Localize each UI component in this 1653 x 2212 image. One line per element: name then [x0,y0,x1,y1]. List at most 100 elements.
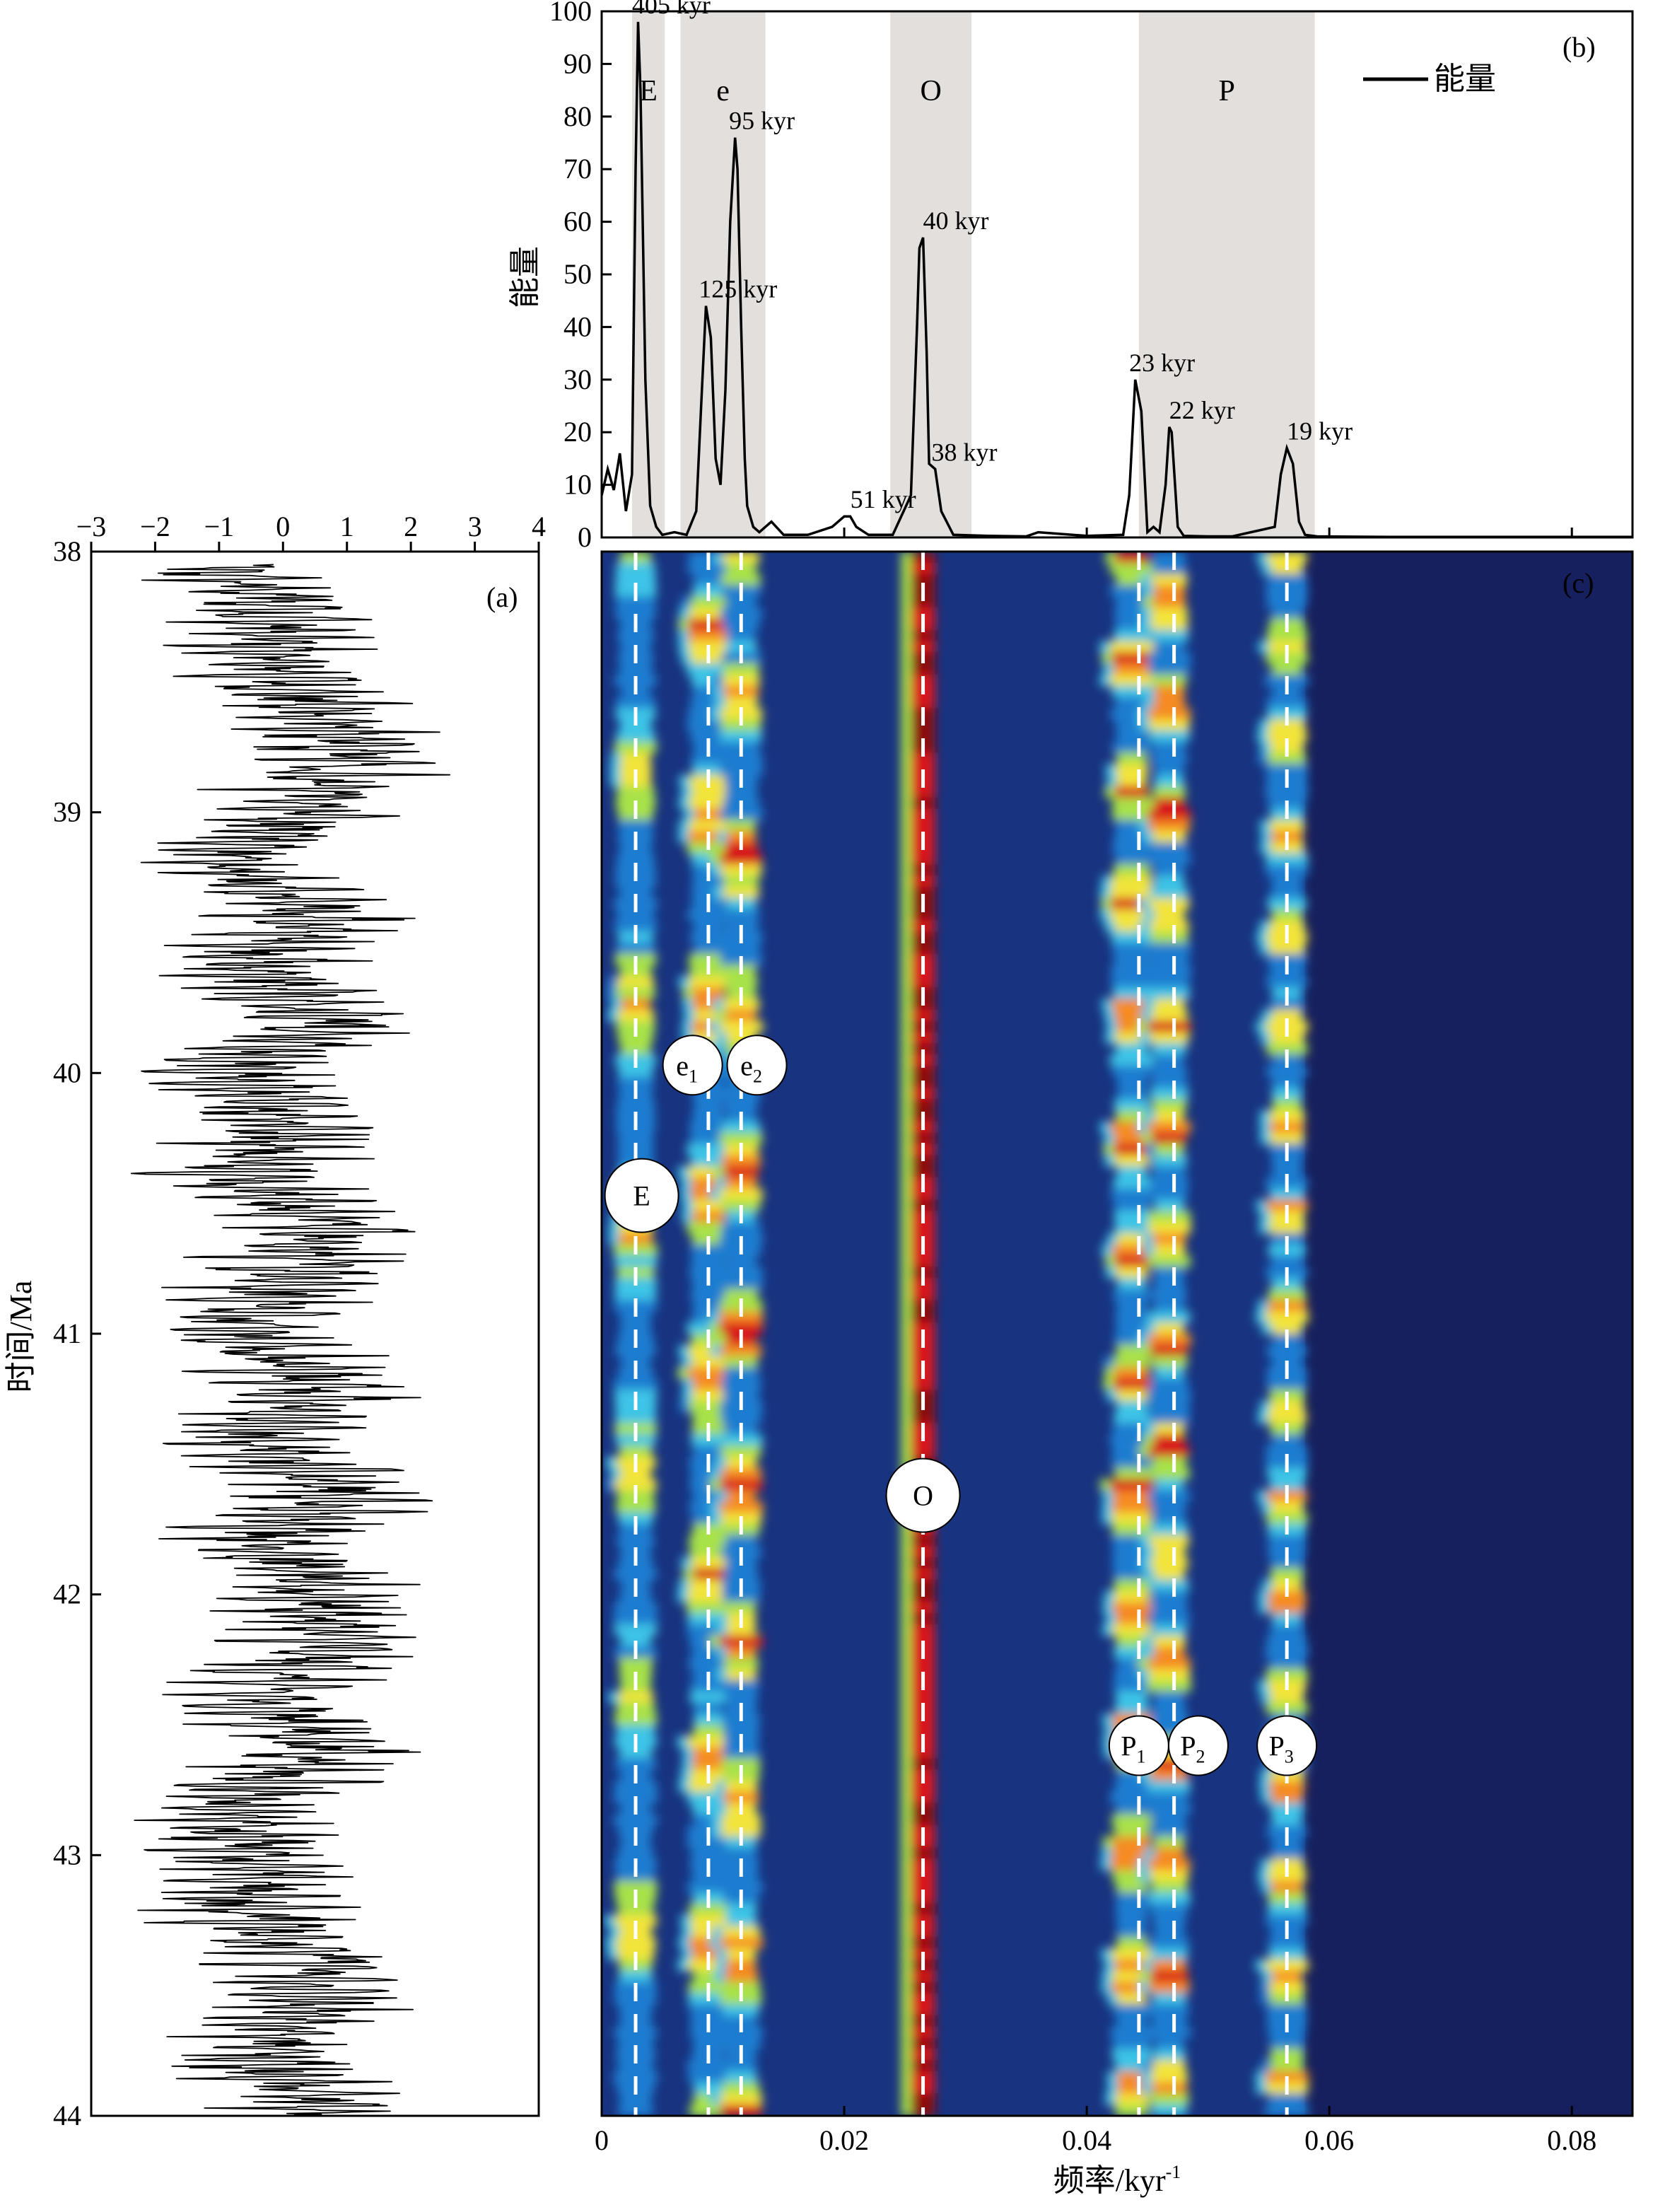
heatmap-cell [901,1088,911,1100]
c-xtick-label: 0.02 [819,2124,869,2156]
heatmap-cell [1258,1602,1269,1614]
heatmap-cell [1104,1032,1115,1044]
heatmap-cell [911,1311,935,1324]
heatmap-cell [1150,920,1189,933]
heatmap-cell [1151,1590,1188,1603]
panel-c-x-ticks: 0 0.02 0.04 0.06 0.08 [595,2106,1596,2156]
heatmap-cell [604,1479,615,1491]
heatmap-cell [901,585,911,598]
heatmap-cell [1152,1501,1186,1513]
heatmap-cell [619,663,653,675]
x-axis-title-main: 频率/kyr [1053,2163,1166,2198]
heatmap-cell [1271,1568,1304,1581]
heatmap-cell [677,1166,688,1178]
heatmap-cell [901,1914,911,1927]
heatmap-cell [1147,1211,1191,1223]
heatmap-cell [901,708,911,720]
heatmap-cell [1111,965,1152,977]
heatmap-cell [901,1959,911,1972]
heatmap-cell [1106,1020,1117,1033]
heatmap-cell [619,2004,653,2016]
heatmap-cell [1111,931,1152,943]
heatmap-cell [1270,1188,1304,1201]
heatmap-cell [1268,1602,1305,1614]
circle-label-subscript: 1 [689,1066,698,1086]
panel-a-x-ticks: −3 −2 −1 0 1 2 3 4 [76,511,546,552]
heatmap-cell [1111,1948,1152,1960]
heatmap-cell [1152,1166,1186,1178]
heatmap-cell [619,887,653,899]
heatmap-cell [1153,552,1186,564]
heatmap-cell [1105,1613,1116,1625]
heatmap-cell [901,1747,911,1759]
heatmap-cell [1116,596,1147,608]
heatmap-cell [691,752,725,765]
heatmap-cell [1149,2093,1189,2106]
heatmap-cell [901,1981,911,1994]
heatmap-cell [1142,1959,1152,1972]
heatmap-cell [901,864,911,877]
heatmap-cell [715,842,725,854]
heatmap-cell [901,1993,911,2005]
heatmap-cell [901,618,911,631]
heatmap-cell [1147,808,1191,821]
heatmap-cell [1138,1669,1149,1681]
heatmap-cell [614,1479,657,1491]
heatmap-cell [1255,1311,1266,1324]
heatmap-cell [1102,1602,1113,1614]
heatmap-cell [1102,1244,1112,1257]
heatmap-cell [1099,887,1110,899]
heatmap-cell [691,596,726,608]
heatmap-cell [680,1914,691,1927]
heatmap-cell [1148,663,1190,675]
heatmap-cell [726,820,756,832]
heatmap-cell [1149,719,1190,731]
heatmap-cell [1117,1993,1147,2005]
heatmap-cell [1114,1590,1150,1603]
heatmap-cell [1112,1624,1152,1636]
heatmap-cell [1152,1288,1187,1301]
heatmap-cell [719,1937,763,1949]
heatmap-cell [1261,1009,1272,1022]
heatmap-cell [911,1758,935,1771]
heatmap-cell [901,752,911,765]
circle-label-subscript: 3 [1285,1746,1294,1766]
heatmap-cell [901,1881,911,1893]
heatmap-cell [1149,730,1190,743]
peak-label: 19 kyr [1287,417,1353,446]
heatmap-cell [619,1747,652,1759]
heatmap-cell [1116,1892,1147,1904]
heatmap-cell [681,1177,691,1189]
heatmap-cell [692,1758,725,1771]
heatmap-cell [725,1255,757,1268]
heatmap-cell [1114,1825,1150,1837]
panel-a-frame [90,550,540,2117]
heatmap-cell [1102,1836,1113,1849]
heatmap-cell [1258,641,1268,653]
heatmap-cell [678,629,689,642]
heatmap-cell [1271,1847,1303,1860]
heatmap-cell [1272,1166,1302,1178]
heatmap-cell [1266,574,1307,586]
heatmap-cell [678,1937,689,1949]
heatmap-cell [911,1881,935,1893]
heatmap-cell [1150,1769,1188,1781]
heatmap-cell [901,697,911,709]
heatmap-cell [723,1166,759,1178]
heatmap-cell [1150,1088,1188,1100]
heatmap-cell [1148,1467,1190,1480]
heatmap-cell [723,909,759,921]
circle-label-text: P2 [1180,1730,1205,1766]
heatmap-cell [1144,1847,1155,1860]
heatmap-cell [1116,1300,1147,1312]
heatmap-cell [1256,1490,1267,1502]
a-ytick-label: 43 [53,1839,81,1870]
heatmap-cell [713,674,723,687]
heatmap-cell [684,808,694,821]
heatmap-cell [1106,775,1117,787]
peak-label: 405 kyr [632,0,711,19]
heatmap-cell [1116,1110,1147,1122]
heatmap-cell [1144,1568,1155,1581]
heatmap-cell [901,1143,911,1156]
